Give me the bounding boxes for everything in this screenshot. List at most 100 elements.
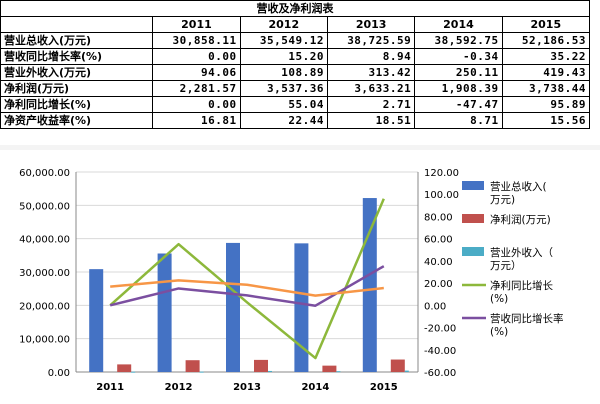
bar [89, 269, 104, 372]
right-axis-tick-label: 20.00 [424, 279, 453, 290]
series-line [109, 198, 385, 360]
table-row: 营业总收入(万元) 30,858.11 35,549.12 38,725.59 … [0, 32, 591, 49]
table-cell: 0.00 [152, 48, 241, 65]
bar [199, 371, 204, 373]
table-cell: -47.47 [414, 96, 503, 113]
x-tick-label: 2013 [233, 382, 261, 393]
row-label: 营收同比增长率(%) [0, 48, 154, 65]
right-axis-tick-label: 80.00 [424, 212, 453, 223]
legend-swatch [462, 214, 484, 223]
right-axis-tick-label: 100.00 [424, 190, 459, 201]
table-row: 净资产收益率(%) 16.81 22.44 18.51 8.71 15.56 [0, 112, 591, 129]
table-cell: 3,633.21 [326, 80, 416, 97]
table-cell: 15.20 [239, 48, 328, 65]
table-cell: 8.94 [326, 48, 416, 65]
legend-label: 净利同比增长(%) [490, 279, 553, 305]
table-cell: 3,537.36 [239, 80, 328, 97]
table-cell: -0.34 [414, 48, 503, 65]
table-cell: 1,908.39 [414, 80, 503, 97]
table-cell: 2,281.57 [152, 80, 241, 97]
table-row: 营业外收入(万元) 94.06 108.89 313.42 250.11 419… [0, 64, 591, 81]
x-tick-label: 2012 [165, 382, 193, 393]
table-cell: 35.22 [501, 48, 591, 65]
legend-label: 营收同比增长率(%) [490, 312, 564, 338]
right-axis-tick-label: -40.00 [424, 346, 456, 357]
table-cell: 94.06 [152, 64, 241, 81]
table-cell: 8.71 [414, 112, 503, 129]
header-year: 2015 [501, 16, 591, 33]
financial-table: 营收及净利润表 2011 2012 2013 2014 2015 营业总收入(万… [0, 0, 591, 129]
table-header-row: 2011 2012 2013 2014 2015 [0, 16, 591, 33]
left-axis-tick-label: 10,000.00 [19, 335, 70, 346]
header-corner [0, 16, 154, 33]
table-row: 营收同比增长率(%) 0.00 15.20 8.94 -0.34 35.22 [0, 48, 591, 65]
left-axis-tick-label: 30,000.00 [19, 268, 70, 279]
row-label: 净利润(万元) [0, 80, 154, 97]
table-cell: 0.00 [152, 96, 241, 113]
header-year: 2011 [152, 16, 241, 33]
legend-label: 净利润(万元) [490, 213, 551, 226]
table-cell: 16.81 [152, 112, 241, 129]
left-axis-tick-label: 60,000.00 [19, 168, 70, 179]
table-cell: 52,186.53 [501, 32, 591, 49]
table-cell: 55.04 [239, 96, 328, 113]
legend-label: 营业外收入（万元） [490, 246, 553, 272]
combo-chart: 0.00 10,000.00 20,000.00 30,000.00 40,000.00… [0, 150, 600, 400]
bar [322, 365, 337, 372]
x-tick-label: 2015 [370, 382, 398, 393]
bar [131, 371, 136, 373]
series-line [110, 279, 384, 297]
right-axis-tick-label: -20.00 [424, 324, 456, 335]
left-axis-tick-label: 50,000.00 [19, 201, 70, 212]
bar [294, 243, 309, 372]
table-cell: 108.89 [239, 64, 328, 81]
bar [390, 359, 405, 372]
header-year: 2014 [414, 16, 503, 33]
bar [117, 364, 132, 372]
table-cell: 38,725.59 [326, 32, 416, 49]
table-title-row: 营收及净利润表 [0, 0, 590, 17]
bar [226, 242, 240, 372]
bar [157, 253, 172, 372]
left-axis-tick-label: 20,000.00 [19, 301, 70, 312]
left-axis-tick-label: 40,000.00 [19, 235, 70, 246]
table-cell: 2.71 [326, 96, 416, 113]
x-tick-label: 2014 [301, 382, 329, 393]
legend-swatch [462, 181, 484, 190]
header-year: 2012 [239, 16, 328, 33]
table-cell: 250.11 [414, 64, 503, 81]
table-cell: 35,549.12 [239, 32, 328, 49]
table-row: 净利同比增长(%) 0.00 55.04 2.71 -47.47 95.89 [0, 96, 591, 113]
right-axis-tick-label: 0.00 [424, 301, 446, 312]
x-tick-label: 2011 [96, 382, 124, 393]
bar [254, 359, 268, 372]
table-row: 净利润(万元) 2,281.57 3,537.36 3,633.21 1,908… [0, 80, 591, 97]
table-cell: 15.56 [501, 112, 591, 129]
bar [185, 360, 200, 372]
bar [404, 370, 409, 372]
table-cell: 38,592.75 [414, 32, 503, 49]
table-cell: 18.51 [326, 112, 416, 129]
row-label: 净资产收益率(%) [0, 112, 154, 129]
right-axis-tick-label: 40.00 [424, 257, 453, 268]
legend-swatch [462, 247, 484, 256]
spreadsheet-table-area: 营收及净利润表 2011 2012 2013 2014 2015 营业总收入(万… [0, 0, 600, 146]
table-title: 营收及净利润表 [0, 0, 590, 17]
header-year: 2013 [326, 16, 416, 33]
table-cell: 95.89 [501, 96, 591, 113]
left-axis-tick-label: 0.00 [48, 368, 70, 379]
bar [336, 371, 341, 373]
table-cell: 3,738.44 [501, 80, 591, 97]
table-cell: 419.43 [501, 64, 591, 81]
table-cell: 30,858.11 [152, 32, 241, 49]
bar [362, 198, 377, 372]
chart-svg: 0.00 10,000.00 20,000.00 30,000.00 40,000.00… [19, 168, 564, 393]
sheet-gap [0, 145, 600, 150]
legend-label: 营业总收入(万元) [490, 180, 547, 206]
right-axis-tick-label: -60.00 [424, 368, 456, 379]
row-label: 净利同比增长(%) [0, 96, 154, 113]
table-cell: 22.44 [239, 112, 328, 129]
right-axis-tick-label: 120.00 [424, 168, 459, 179]
table-cell: 313.42 [326, 64, 416, 81]
row-label: 营业外收入(万元) [0, 64, 154, 81]
